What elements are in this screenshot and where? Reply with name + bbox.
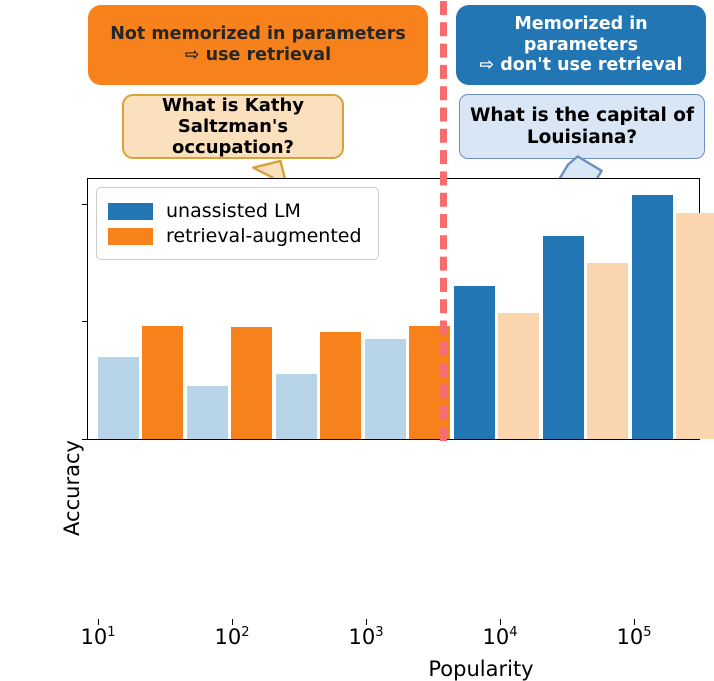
xtick-exp-2: 3 [375,625,384,640]
xtick-base-0: 10 [80,625,108,649]
plot-area: unassisted LM retrieval-augmented 0.0 0.… [60,1,714,681]
bar-unassisted-lm-7 [632,195,673,439]
bar-unassisted-lm-1 [98,357,139,439]
ytick-mark-2 [82,204,88,205]
bar-retrieval-augmented-1 [142,326,183,439]
bar-unassisted-lm-5 [454,286,495,439]
legend: unassisted LM retrieval-augmented [96,187,379,260]
xtick-base-3: 10 [482,625,510,649]
xtick-label-0: 101 [80,625,115,649]
xtick-label-1: 102 [214,625,249,649]
legend-entry-retrieval-augmented: retrieval-augmented [108,225,362,247]
orange-swatch-icon [108,227,153,245]
xtick-exp-1: 2 [241,625,250,640]
xtick-base-4: 10 [616,625,644,649]
xtick-base-1: 10 [214,625,242,649]
legend-label-unassisted-lm: unassisted LM [166,200,301,222]
xtick-label-3: 104 [482,625,517,649]
ytick-mark-0 [82,439,88,440]
bar-retrieval-augmented-2 [231,327,272,439]
x-axis-label: Popularity [428,657,534,681]
callout-memorized: Memorized in parameters ⇨ don't use retr… [456,5,706,85]
xtick-label-4: 105 [616,625,651,649]
memorization-divider-line [440,1,447,441]
bar-unassisted-lm-2 [187,386,228,439]
xtick-exp-4: 5 [643,625,652,640]
callout-not-memorized: Not memorized in parameters ⇨ use retrie… [88,5,428,85]
callout-question-kathy-saltzman: What is Kathy Saltzman's occupation? [122,94,344,159]
blue-swatch-icon [108,202,153,220]
xtick-base-2: 10 [348,625,376,649]
callout-question-louisiana: What is the capital of Louisiana? [459,94,705,159]
ytick-mark-1 [82,321,88,322]
xtick-exp-0: 1 [107,625,116,640]
xtick-label-2: 103 [348,625,383,649]
legend-label-retrieval-augmented: retrieval-augmented [166,225,362,247]
legend-entry-unassisted-lm: unassisted LM [108,200,362,222]
bar-unassisted-lm-4 [365,339,406,439]
bar-retrieval-augmented-7 [676,213,714,439]
bar-retrieval-augmented-5 [498,313,539,439]
y-axis-label: Accuracy [60,440,84,536]
bar-retrieval-augmented-6 [587,263,628,439]
bar-group-container [88,179,714,439]
xtick-exp-3: 4 [509,625,518,640]
figure-root: Not memorized in parameters ⇨ use retrie… [60,1,714,681]
bar-unassisted-lm-6 [543,236,584,439]
bar-retrieval-augmented-3 [320,332,361,439]
bar-unassisted-lm-3 [276,374,317,439]
